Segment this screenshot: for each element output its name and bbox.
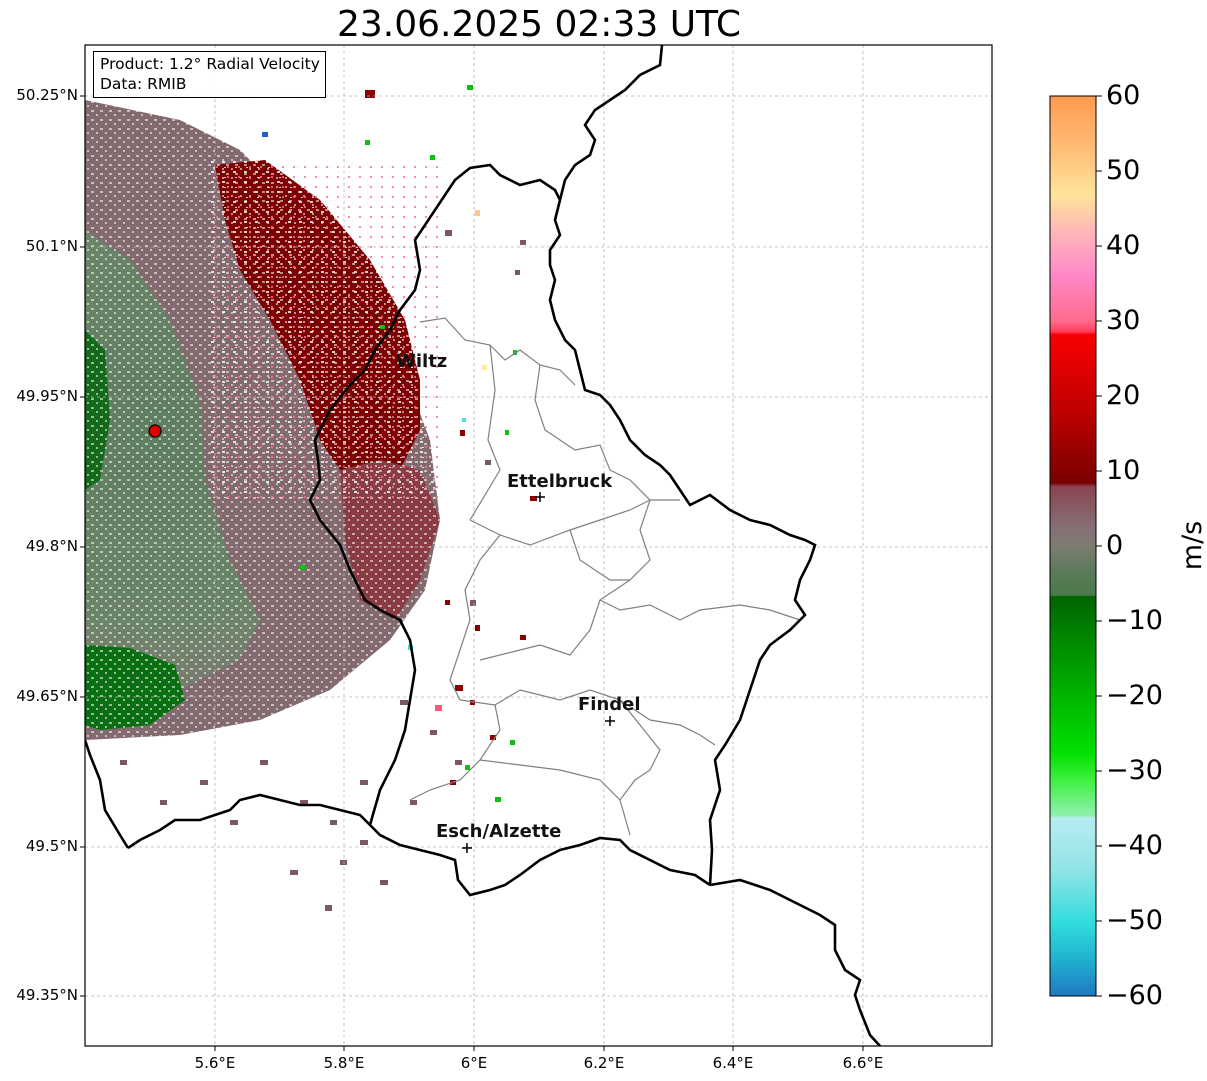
colorbar-tick-label: 30	[1106, 305, 1141, 336]
colorbar-tick-label: 60	[1106, 80, 1141, 111]
radar-site-marker	[148, 424, 162, 438]
y-tick-label: 49.8°N	[25, 537, 78, 555]
y-tick-label: 49.65°N	[16, 687, 78, 705]
inbound-gates	[300, 85, 517, 802]
colorbar-tick-label: −10	[1106, 605, 1163, 636]
colorbar-tick-label: −60	[1106, 980, 1163, 1011]
x-tick-label: 6.6°E	[842, 1054, 884, 1072]
canton-boundaries	[409, 317, 801, 836]
colorbar-tick-marks	[1096, 95, 1102, 997]
plot-frame	[84, 44, 993, 1047]
colorbar-tick-label: −50	[1106, 905, 1163, 936]
x-tick-label: 5.8°E	[323, 1054, 365, 1072]
country-borders	[85, 45, 881, 1046]
colorbar-tick-label: −30	[1106, 755, 1163, 786]
colorbar-tick-label: 40	[1106, 230, 1141, 261]
colorbar-tick-label: −40	[1106, 830, 1163, 861]
city-label-wiltz: Wiltz	[396, 351, 448, 372]
velocity-field	[85, 85, 537, 911]
colorbar-tick-label: 0	[1106, 530, 1124, 561]
y-tick-label: 50.25°N	[16, 86, 78, 104]
x-tick-label: 6.4°E	[712, 1054, 754, 1072]
colorbar-tick-label: 10	[1106, 455, 1141, 486]
city-label-esch-alzette: Esch/Alzette	[436, 821, 562, 842]
x-tick-label: 6.2°E	[583, 1054, 625, 1072]
city-label-findel: Findel	[578, 694, 641, 715]
scattered-gates	[120, 230, 526, 911]
y-tick-label: 49.5°N	[25, 837, 78, 855]
product-info-box: Product: 1.2° Radial Velocity Data: RMIB	[93, 51, 326, 98]
colorbar-tick-label: 50	[1106, 155, 1141, 186]
y-tick-label: 49.35°N	[16, 986, 78, 1004]
x-tick-label: 5.6°E	[194, 1054, 236, 1072]
outbound-gates	[365, 90, 537, 785]
colorbar-tick-label: −20	[1106, 680, 1163, 711]
axis-tick-marks	[80, 95, 864, 1051]
city-label-ettelbruck: Ettelbruck	[507, 471, 613, 492]
city-markers	[462, 492, 615, 853]
y-tick-label: 50.1°N	[25, 237, 78, 255]
map-title: 23.06.2025 02:33 UTC	[336, 4, 742, 45]
gridlines	[85, 45, 992, 1046]
x-tick-label: 6°E	[460, 1054, 488, 1072]
colorbar-label: m/s	[1177, 520, 1207, 571]
y-tick-label: 49.95°N	[16, 387, 78, 405]
data-source-label: Data: RMIB	[100, 75, 187, 93]
colorbar-scale	[1049, 95, 1097, 997]
colorbar-tick-label: 20	[1106, 380, 1141, 411]
product-label: Product: 1.2° Radial Velocity	[100, 55, 320, 73]
